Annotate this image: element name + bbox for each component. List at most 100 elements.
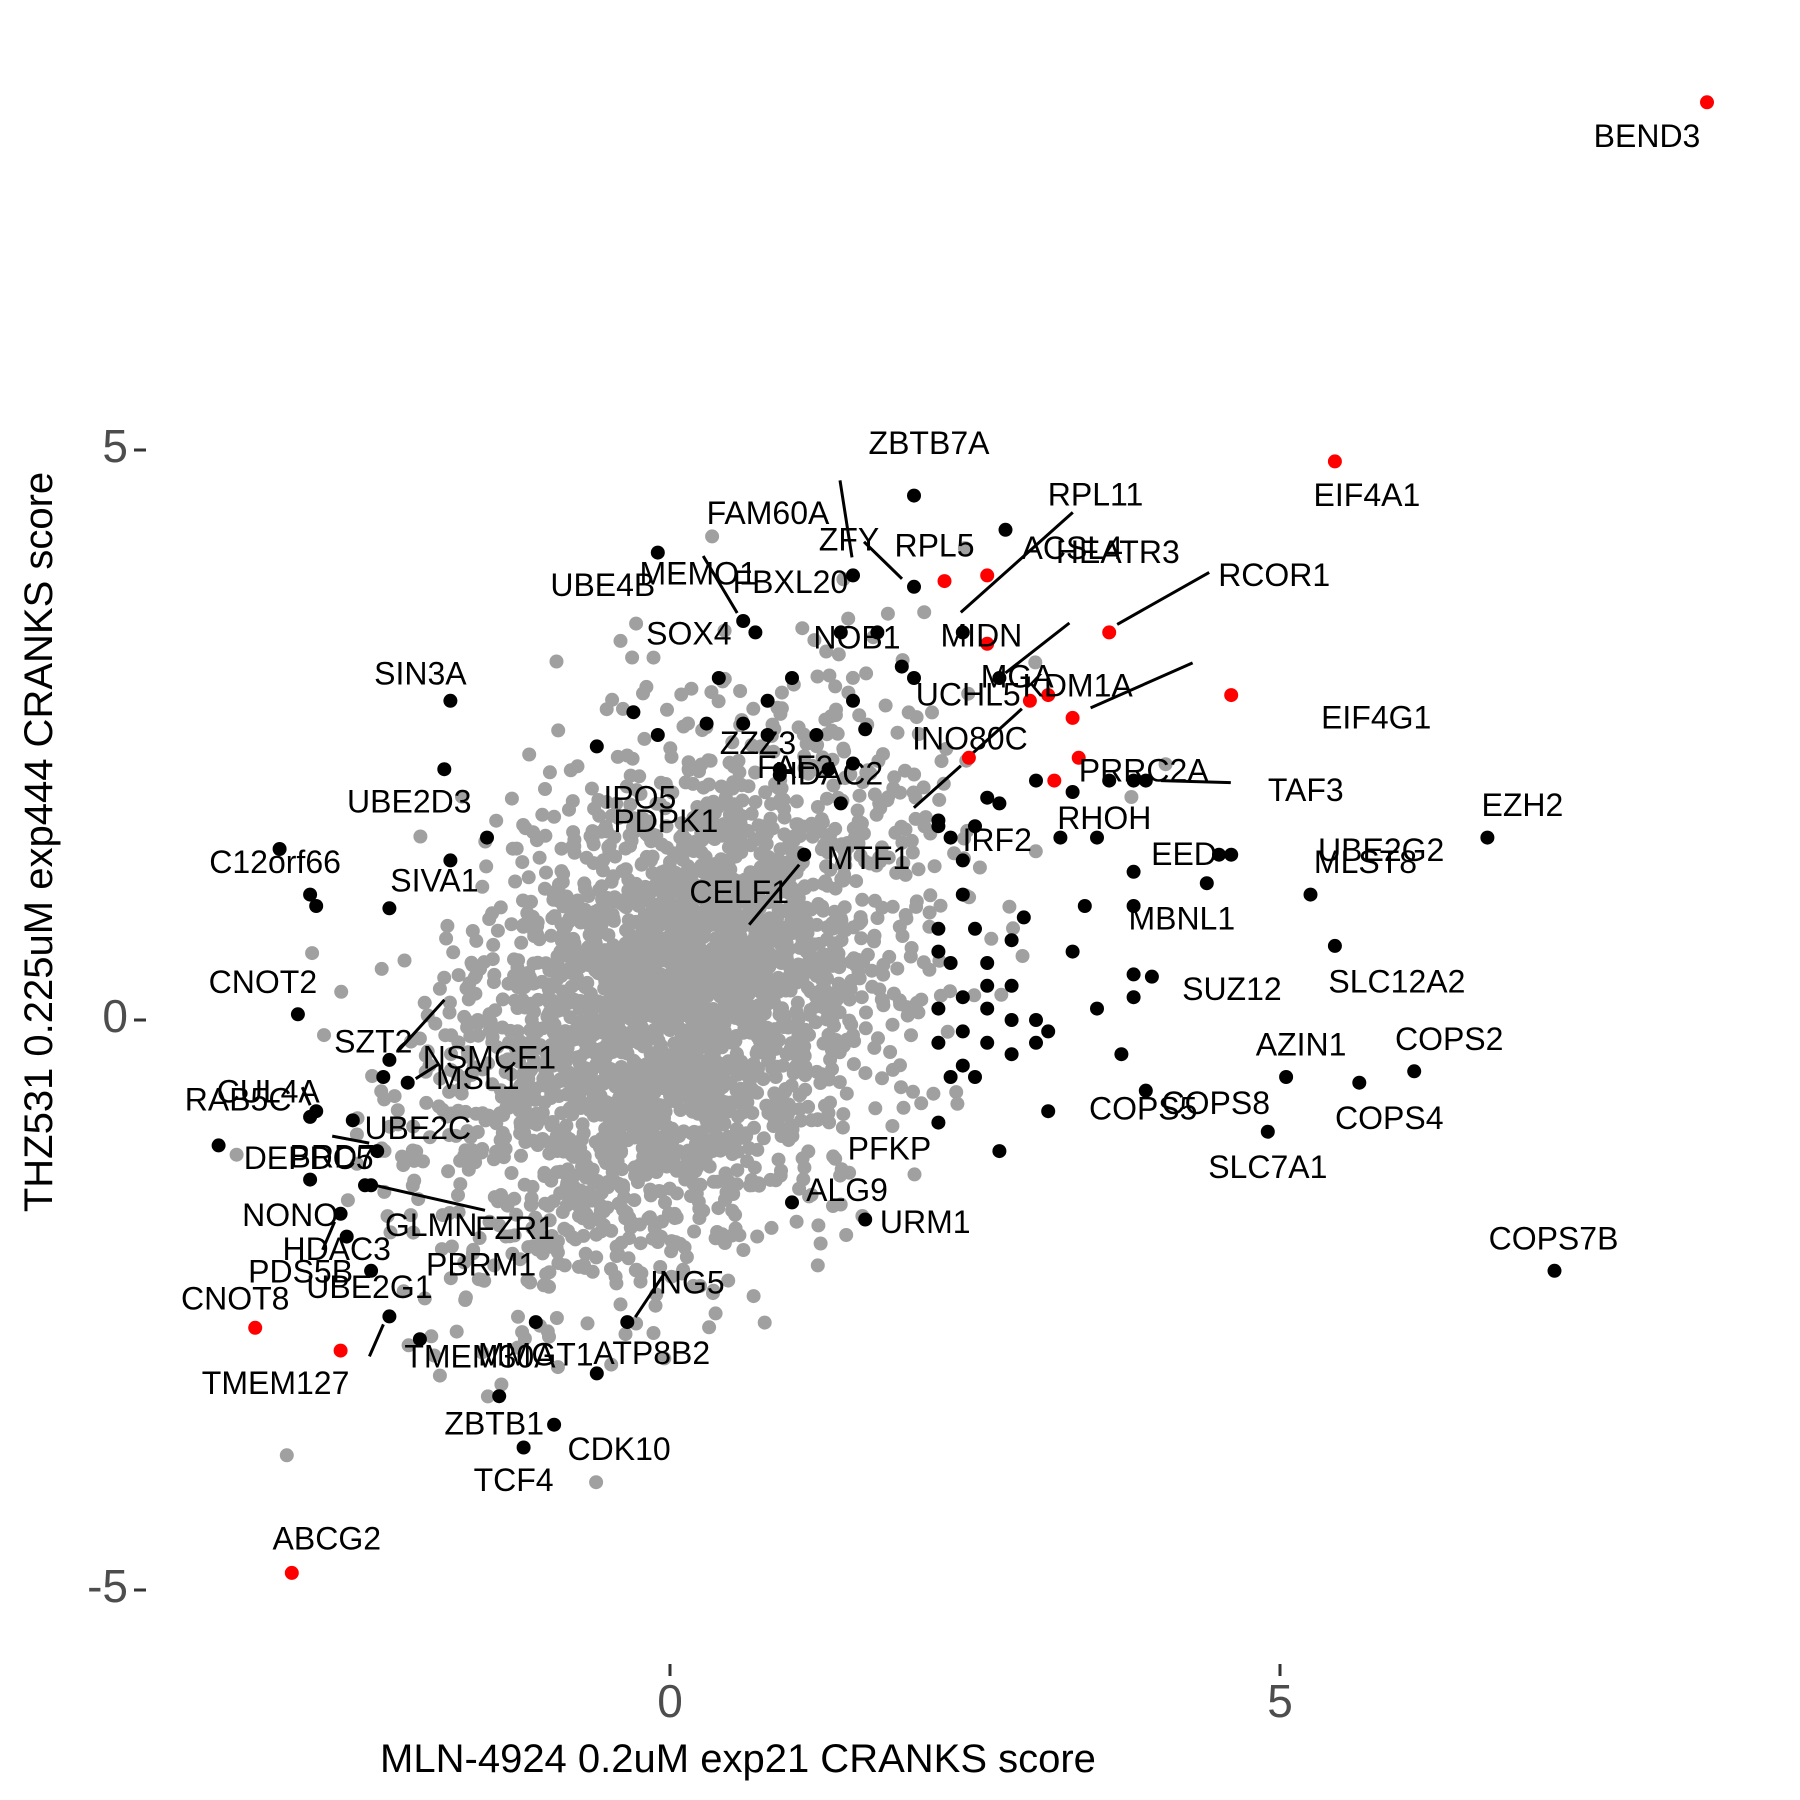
labeled-point	[1352, 1075, 1367, 1090]
background-point	[867, 1040, 882, 1055]
gene-label: IPO5	[603, 779, 676, 815]
background-point	[934, 754, 949, 769]
background-point	[731, 1109, 746, 1124]
background-point	[746, 701, 761, 716]
hit-point	[992, 796, 1007, 811]
background-point	[646, 1326, 661, 1340]
background-point	[678, 1048, 693, 1063]
background-point	[816, 960, 831, 975]
background-point	[843, 767, 858, 782]
background-point	[798, 1068, 813, 1083]
background-point	[940, 1024, 955, 1039]
background-point	[751, 869, 766, 884]
background-point	[894, 1080, 908, 1095]
background-point	[700, 1036, 714, 1050]
labeled-point	[1047, 773, 1062, 788]
background-point	[751, 1176, 766, 1191]
background-point	[634, 857, 649, 872]
background-point	[639, 1057, 654, 1072]
background-point	[613, 633, 628, 648]
hit-point	[480, 830, 494, 845]
background-point	[580, 1159, 594, 1174]
background-point	[663, 861, 677, 876]
background-point	[875, 900, 890, 915]
y-axis-title: THZ531 0.225uM exp444 CRANKS score	[17, 472, 61, 1212]
background-point	[768, 1088, 783, 1103]
background-point	[475, 879, 490, 894]
hit-point	[943, 956, 958, 970]
background-point	[723, 981, 738, 996]
background-point	[701, 753, 716, 768]
background-point	[603, 966, 618, 981]
background-point	[407, 1153, 422, 1168]
background-point	[813, 1236, 828, 1251]
background-point	[653, 1260, 668, 1274]
hit-point	[1126, 864, 1141, 879]
background-point	[867, 934, 881, 949]
background-point	[893, 785, 908, 800]
background-point	[761, 1106, 776, 1120]
background-point	[526, 825, 541, 840]
hit-point	[736, 716, 751, 731]
background-point	[765, 717, 780, 732]
background-point	[612, 950, 627, 965]
gene-label: MSL1	[436, 1060, 520, 1096]
labeled-point	[437, 762, 452, 777]
background-point	[858, 1066, 873, 1081]
background-point	[637, 731, 652, 746]
background-point	[619, 808, 634, 823]
background-point	[537, 881, 552, 896]
background-point	[691, 976, 705, 991]
background-point	[622, 1064, 637, 1078]
background-point	[750, 832, 765, 847]
hit-point	[699, 716, 714, 731]
background-point	[923, 888, 938, 903]
background-point	[432, 981, 447, 996]
background-point	[880, 606, 895, 621]
background-point	[714, 852, 729, 867]
background-point	[639, 1167, 653, 1182]
background-point	[406, 1119, 421, 1134]
background-point	[972, 860, 987, 875]
background-point	[722, 1061, 737, 1076]
hit-point	[980, 956, 995, 970]
background-point	[786, 1019, 801, 1034]
background-point	[731, 1131, 746, 1146]
background-point	[656, 1129, 671, 1144]
background-point	[596, 863, 610, 878]
background-point	[842, 992, 857, 1007]
gene-label: NSMCE1	[423, 1039, 556, 1075]
background-point	[816, 1036, 831, 1051]
background-point	[670, 1081, 685, 1096]
background-point	[740, 1154, 755, 1169]
background-point	[661, 1206, 676, 1221]
background-point	[849, 874, 864, 889]
background-point	[395, 1149, 409, 1164]
background-point	[896, 1100, 911, 1115]
background-point	[927, 859, 942, 874]
background-point	[571, 1259, 586, 1274]
background-point	[761, 944, 776, 959]
background-point	[710, 1132, 725, 1147]
leader-line	[968, 707, 1023, 757]
y-tick-label: -5	[87, 1560, 128, 1612]
labeled-point	[907, 488, 921, 503]
background-point	[583, 919, 598, 933]
background-point	[317, 1028, 331, 1043]
gene-label: PDPK1	[613, 803, 718, 839]
background-point	[839, 1086, 854, 1101]
background-point	[515, 855, 530, 870]
labeled-point	[364, 1263, 379, 1278]
background-point	[854, 990, 869, 1005]
background-point	[614, 1144, 629, 1159]
background-point	[594, 1185, 609, 1200]
hit-point	[589, 739, 604, 754]
background-point	[716, 971, 731, 985]
labeled-point	[1138, 1083, 1153, 1098]
hit-point	[955, 1024, 970, 1039]
background-point	[606, 869, 621, 884]
gene-label: SLC12A2	[1328, 963, 1465, 999]
background-point	[591, 1046, 606, 1061]
hit-point	[870, 625, 885, 640]
